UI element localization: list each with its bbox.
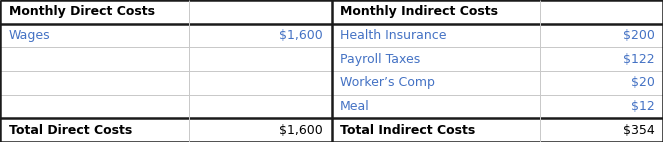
Bar	[0, 118, 663, 142]
Bar	[0, 95, 663, 118]
Text: Total Indirect Costs: Total Indirect Costs	[340, 124, 475, 137]
Bar	[0, 0, 663, 24]
Text: $1,600: $1,600	[279, 124, 323, 137]
Text: Meal: Meal	[340, 100, 370, 113]
Bar	[0, 24, 663, 47]
Text: Payroll Taxes: Payroll Taxes	[340, 53, 420, 66]
Text: $354: $354	[623, 124, 654, 137]
Bar	[0, 47, 663, 71]
Text: Monthly Indirect Costs: Monthly Indirect Costs	[340, 5, 498, 18]
Text: Monthly Direct Costs: Monthly Direct Costs	[9, 5, 154, 18]
Text: $200: $200	[623, 29, 654, 42]
Text: $20: $20	[631, 76, 654, 89]
Text: $1,600: $1,600	[279, 29, 323, 42]
Text: $12: $12	[631, 100, 654, 113]
Bar	[0, 71, 663, 95]
Text: $122: $122	[623, 53, 654, 66]
Text: Worker’s Comp: Worker’s Comp	[340, 76, 435, 89]
Text: Total Direct Costs: Total Direct Costs	[9, 124, 132, 137]
Text: Health Insurance: Health Insurance	[340, 29, 447, 42]
Text: Wages: Wages	[9, 29, 50, 42]
